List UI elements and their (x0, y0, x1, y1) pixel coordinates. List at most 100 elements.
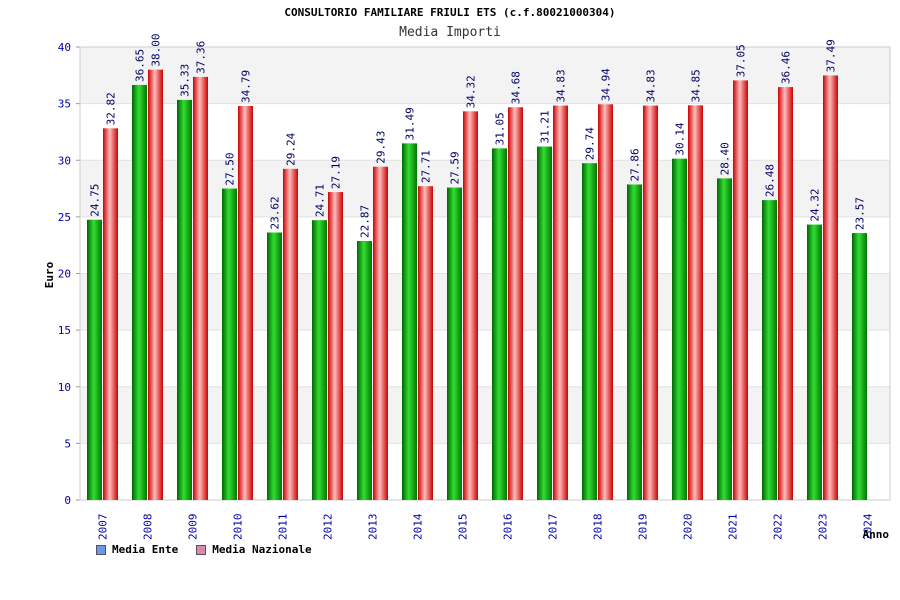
data-label-media-nazionale-2019: 34.83 (645, 69, 658, 102)
data-label-media-ente-2021: 28.40 (719, 142, 732, 175)
legend: Media Ente Media Nazionale (96, 543, 312, 556)
data-label-media-ente-2018: 29.74 (584, 127, 597, 160)
bar-media-nazionale-2020 (688, 105, 703, 500)
data-label-media-ente-2024: 23.57 (854, 197, 867, 230)
data-label-media-nazionale-2012: 27.19 (330, 156, 343, 189)
x-tick-label: 2010 (232, 514, 245, 541)
axes: 0 5 10 15 20 25 30 35 40 2007 2008 2009 2010 2011 2012… (58, 41, 891, 541)
y-tick-label: 15 (58, 324, 71, 337)
legend-item-media-nazionale: Media Nazionale (196, 543, 312, 556)
bar-media-ente-2021 (717, 178, 732, 500)
legend-label-media-ente: Media Ente (112, 543, 179, 556)
x-tick-label: 2008 (142, 514, 155, 541)
y-tick-label: 35 (58, 98, 71, 111)
bar-media-nazionale-2018 (598, 104, 613, 500)
chart-title: CONSULTORIO FAMILIARE FRIULI ETS (c.f.80… (284, 6, 616, 19)
data-label-media-nazionale-2009: 37.36 (195, 41, 208, 74)
x-tick-label: 2007 (97, 514, 110, 541)
data-label-media-ente-2017: 31.21 (539, 110, 552, 143)
legend-swatch-media-ente (96, 544, 106, 555)
x-tick-label: 2022 (772, 514, 785, 541)
data-label-media-nazionale-2015: 34.32 (465, 75, 478, 108)
plot-band (80, 330, 890, 387)
bar-media-nazionale-2008 (148, 69, 163, 501)
plot-band (80, 160, 890, 217)
x-tick-label: 2016 (502, 514, 515, 541)
y-tick-label: 10 (58, 381, 71, 394)
gridlines (80, 46, 890, 501)
plot-band (80, 443, 890, 500)
plot-band (80, 103, 890, 161)
legend-item-media-ente: Media Ente (96, 543, 178, 556)
x-tick-label: 2012 (322, 514, 335, 541)
plot-band (80, 47, 890, 104)
bar-media-ente-2024 (852, 233, 867, 500)
data-label-media-nazionale-2021: 37.05 (735, 44, 748, 77)
data-label-media-ente-2009: 35.33 (179, 64, 192, 97)
bar-media-nazionale-2015 (463, 111, 478, 501)
data-label-media-ente-2012: 24.71 (314, 184, 327, 217)
bar-media-nazionale-2017 (553, 105, 568, 501)
data-label-media-ente-2015: 27.59 (449, 151, 462, 184)
x-tick-label: 2014 (412, 513, 425, 540)
data-label-media-nazionale-2018: 34.94 (600, 68, 613, 101)
x-tick-label: 2018 (592, 514, 605, 541)
x-tick-label: 2017 (547, 514, 560, 541)
bar-media-nazionale-2014 (418, 186, 433, 500)
bar-media-ente-2009 (177, 99, 192, 500)
bar-media-ente-2013 (357, 240, 372, 500)
plot-band (80, 386, 890, 444)
x-tick-label: 2009 (187, 514, 200, 541)
data-label-media-ente-2011: 23.62 (269, 196, 282, 229)
y-axis-label: Euro (43, 261, 56, 288)
plot-band (80, 216, 890, 274)
bar-media-ente-2010 (222, 188, 237, 500)
plot-background (80, 47, 890, 500)
bar-media-ente-2011 (267, 232, 282, 501)
bar-media-ente-2023 (807, 224, 822, 501)
data-label-media-ente-2010: 27.50 (224, 152, 237, 185)
data-label-media-nazionale-2007: 32.82 (105, 92, 118, 125)
bar-media-ente-2016 (492, 148, 507, 500)
bar-media-nazionale-2021 (733, 80, 748, 500)
bar-media-nazionale-2016 (508, 107, 523, 501)
bar-media-nazionale-2019 (643, 105, 658, 501)
bar-media-nazionale-2009 (193, 76, 208, 500)
data-label-media-nazionale-2020: 34.85 (690, 69, 703, 102)
x-tick-label: 2024 (862, 513, 875, 540)
y-tick-label: 0 (64, 494, 71, 507)
bar-media-ente-2014 (402, 143, 417, 501)
data-label-media-ente-2016: 31.05 (494, 112, 507, 145)
x-tick-label: 2019 (637, 514, 650, 541)
data-label-media-ente-2023: 24.32 (809, 188, 822, 221)
x-tick-label: 2020 (682, 514, 695, 541)
data-label-media-ente-2020: 30.14 (674, 122, 687, 155)
data-label-media-nazionale-2008: 38.00 (150, 34, 163, 67)
legend-swatch-media-nazionale (196, 544, 207, 555)
y-tick-label: 25 (58, 211, 71, 224)
y-tick-label: 5 (64, 437, 71, 450)
x-tick-label: 2011 (277, 514, 290, 541)
bar-media-ente-2017 (537, 146, 552, 500)
y-tick-label: 20 (58, 268, 71, 281)
data-label-media-ente-2008: 36.65 (134, 49, 147, 82)
data-label-media-nazionale-2016: 34.68 (510, 71, 523, 104)
bar-media-ente-2020 (672, 158, 687, 501)
bar-media-nazionale-2023 (823, 75, 838, 500)
bar-media-ente-2008 (132, 84, 147, 500)
data-label-media-nazionale-2011: 29.24 (285, 132, 298, 165)
data-label-media-ente-2022: 26.48 (764, 164, 777, 197)
bar-media-ente-2015 (447, 187, 462, 500)
bar-media-nazionale-2022 (778, 87, 793, 500)
data-label-media-nazionale-2017: 34.83 (555, 69, 568, 102)
data-label-media-nazionale-2023: 37.49 (825, 39, 838, 72)
data-label-media-nazionale-2014: 27.71 (420, 150, 433, 183)
y-tick-label: 30 (58, 154, 71, 167)
data-label-media-ente-2019: 27.86 (629, 148, 642, 181)
data-label-media-ente-2013: 22.87 (359, 205, 372, 238)
x-tick-label: 2023 (817, 514, 830, 541)
x-tick-label: 2015 (457, 514, 470, 541)
data-label-media-ente-2014: 31.49 (404, 107, 417, 140)
bars (87, 69, 867, 501)
